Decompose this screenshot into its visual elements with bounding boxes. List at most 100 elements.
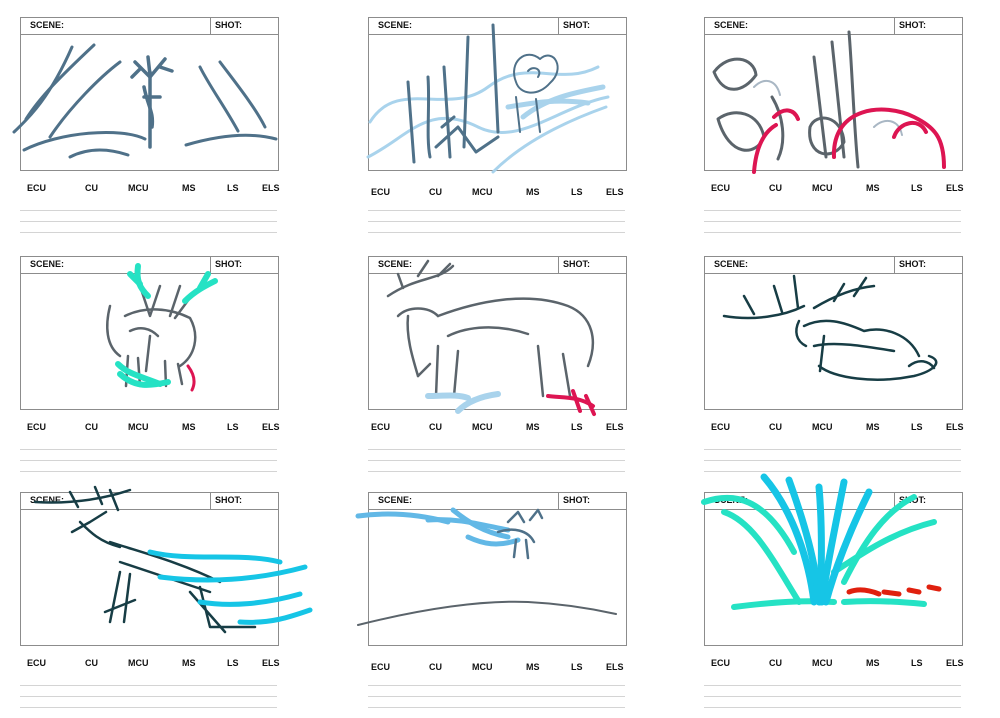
shot-label: SHOT: (215, 495, 242, 505)
notes-lines (20, 449, 277, 482)
shot-size-row: ECU CU MCU MS LS ELS (368, 187, 635, 199)
panel-header: SCENE: SHOT: (705, 257, 962, 274)
panel-frame: SCENE: SHOT: (368, 256, 627, 410)
shot-size-mcu[interactable]: MCU (812, 422, 833, 432)
shot-size-ms[interactable]: MS (866, 658, 880, 668)
shot-size-row: ECU CU MCU MS LS ELS (368, 422, 635, 434)
panel-header: SCENE: SHOT: (369, 493, 626, 510)
notes-lines (20, 210, 277, 243)
shot-size-ls[interactable]: LS (571, 422, 583, 432)
deer-running-with-wind-icon (33, 485, 313, 634)
scene-label: SCENE: (714, 20, 749, 30)
shot-size-ecu[interactable]: ECU (711, 422, 731, 432)
shot-size-ls[interactable]: LS (227, 658, 239, 668)
shot-size-ecu[interactable]: ECU (371, 422, 391, 432)
shot-size-ms[interactable]: MS (182, 658, 196, 668)
shot-box: SHOT: (894, 18, 963, 34)
shot-size-mcu[interactable]: MCU (128, 658, 149, 668)
shot-size-row: ECU CU MCU MS LS ELS (704, 658, 971, 670)
shot-label: SHOT: (563, 259, 590, 269)
grass-tuft-icon (701, 473, 942, 610)
shot-size-mcu[interactable]: MCU (472, 662, 493, 672)
shot-box: SHOT: (210, 493, 279, 509)
shot-size-row: ECU CU MCU MS LS ELS (704, 183, 971, 195)
shot-size-mcu[interactable]: MCU (812, 183, 833, 193)
shot-size-els[interactable]: ELS (946, 422, 964, 432)
deer-lying-down-icon (722, 274, 938, 381)
shot-size-cu[interactable]: CU (769, 658, 782, 668)
shot-size-els[interactable]: ELS (946, 658, 964, 668)
deer-grazing-side-view-icon (386, 259, 596, 416)
shot-size-ecu[interactable]: ECU (27, 422, 47, 432)
shot-size-els[interactable]: ELS (606, 662, 624, 672)
panel-header: SCENE: SHOT: (21, 18, 278, 35)
shot-size-ls[interactable]: LS (227, 422, 239, 432)
shot-size-ls[interactable]: LS (911, 422, 923, 432)
shot-size-ecu[interactable]: ECU (27, 183, 47, 193)
notes-lines (704, 685, 961, 718)
panel-header: SCENE: SHOT: (21, 257, 278, 274)
shot-size-cu[interactable]: CU (429, 187, 442, 197)
scene-label: SCENE: (378, 259, 413, 269)
shot-size-cu[interactable]: CU (429, 662, 442, 672)
shot-label: SHOT: (899, 259, 926, 269)
shot-size-cu[interactable]: CU (85, 183, 98, 193)
deer-front-with-aqua-antlers-icon (106, 263, 218, 392)
shot-label: SHOT: (563, 495, 590, 505)
shot-size-els[interactable]: ELS (262, 183, 280, 193)
shot-size-mcu[interactable]: MCU (812, 658, 833, 668)
shot-size-ecu[interactable]: ECU (371, 662, 391, 672)
deer-in-distance-icon (355, 507, 617, 626)
notes-lines (20, 685, 277, 718)
shot-size-row: ECU CU MCU MS LS ELS (20, 183, 287, 195)
shot-size-cu[interactable]: CU (85, 658, 98, 668)
shot-label: SHOT: (215, 20, 242, 30)
shot-size-row: ECU CU MCU MS LS ELS (704, 422, 971, 434)
shot-box: SHOT: (210, 257, 279, 273)
shot-size-mcu[interactable]: MCU (472, 422, 493, 432)
shot-size-ms[interactable]: MS (866, 183, 880, 193)
shot-size-mcu[interactable]: MCU (128, 183, 149, 193)
shot-size-ls[interactable]: LS (227, 183, 239, 193)
shot-size-cu[interactable]: CU (769, 422, 782, 432)
panel-header: SCENE: SHOT: (369, 257, 626, 274)
shot-size-els[interactable]: ELS (946, 183, 964, 193)
shot-label: SHOT: (563, 20, 590, 30)
shot-label: SHOT: (215, 259, 242, 269)
shot-size-cu[interactable]: CU (429, 422, 442, 432)
shot-size-ms[interactable]: MS (182, 183, 196, 193)
notes-lines (704, 449, 961, 482)
shot-size-els[interactable]: ELS (606, 187, 624, 197)
shot-size-ecu[interactable]: ECU (371, 187, 391, 197)
shot-size-mcu[interactable]: MCU (128, 422, 149, 432)
shot-size-els[interactable]: ELS (262, 658, 280, 668)
shot-size-ms[interactable]: MS (526, 422, 540, 432)
shot-size-ms[interactable]: MS (526, 662, 540, 672)
shot-size-ecu[interactable]: ECU (27, 658, 47, 668)
shot-size-ecu[interactable]: ECU (711, 658, 731, 668)
shot-size-ecu[interactable]: ECU (711, 183, 731, 193)
shot-size-mcu[interactable]: MCU (472, 187, 493, 197)
shot-size-ms[interactable]: MS (866, 422, 880, 432)
shot-size-ls[interactable]: LS (911, 183, 923, 193)
shot-size-ls[interactable]: LS (571, 662, 583, 672)
shot-box: SHOT: (558, 18, 627, 34)
shot-size-ms[interactable]: MS (182, 422, 196, 432)
deer-closeup-with-red-strokes-icon (712, 30, 946, 174)
shot-size-row: ECU CU MCU MS LS ELS (20, 658, 287, 670)
shot-size-els[interactable]: ELS (606, 422, 624, 432)
shot-box: SHOT: (558, 493, 627, 509)
shot-box: SHOT: (558, 257, 627, 273)
shot-size-row: ECU CU MCU MS LS ELS (368, 662, 635, 674)
shot-size-cu[interactable]: CU (85, 422, 98, 432)
shot-size-ls[interactable]: LS (911, 658, 923, 668)
notes-lines (368, 685, 625, 718)
scene-label: SCENE: (30, 259, 65, 269)
shot-size-els[interactable]: ELS (262, 422, 280, 432)
panel-header: SCENE: SHOT: (21, 493, 278, 510)
scene-label: SCENE: (714, 259, 749, 269)
shot-size-ms[interactable]: MS (526, 187, 540, 197)
shot-size-ls[interactable]: LS (571, 187, 583, 197)
shot-size-cu[interactable]: CU (769, 183, 782, 193)
deer-in-forest-icon (12, 43, 278, 159)
